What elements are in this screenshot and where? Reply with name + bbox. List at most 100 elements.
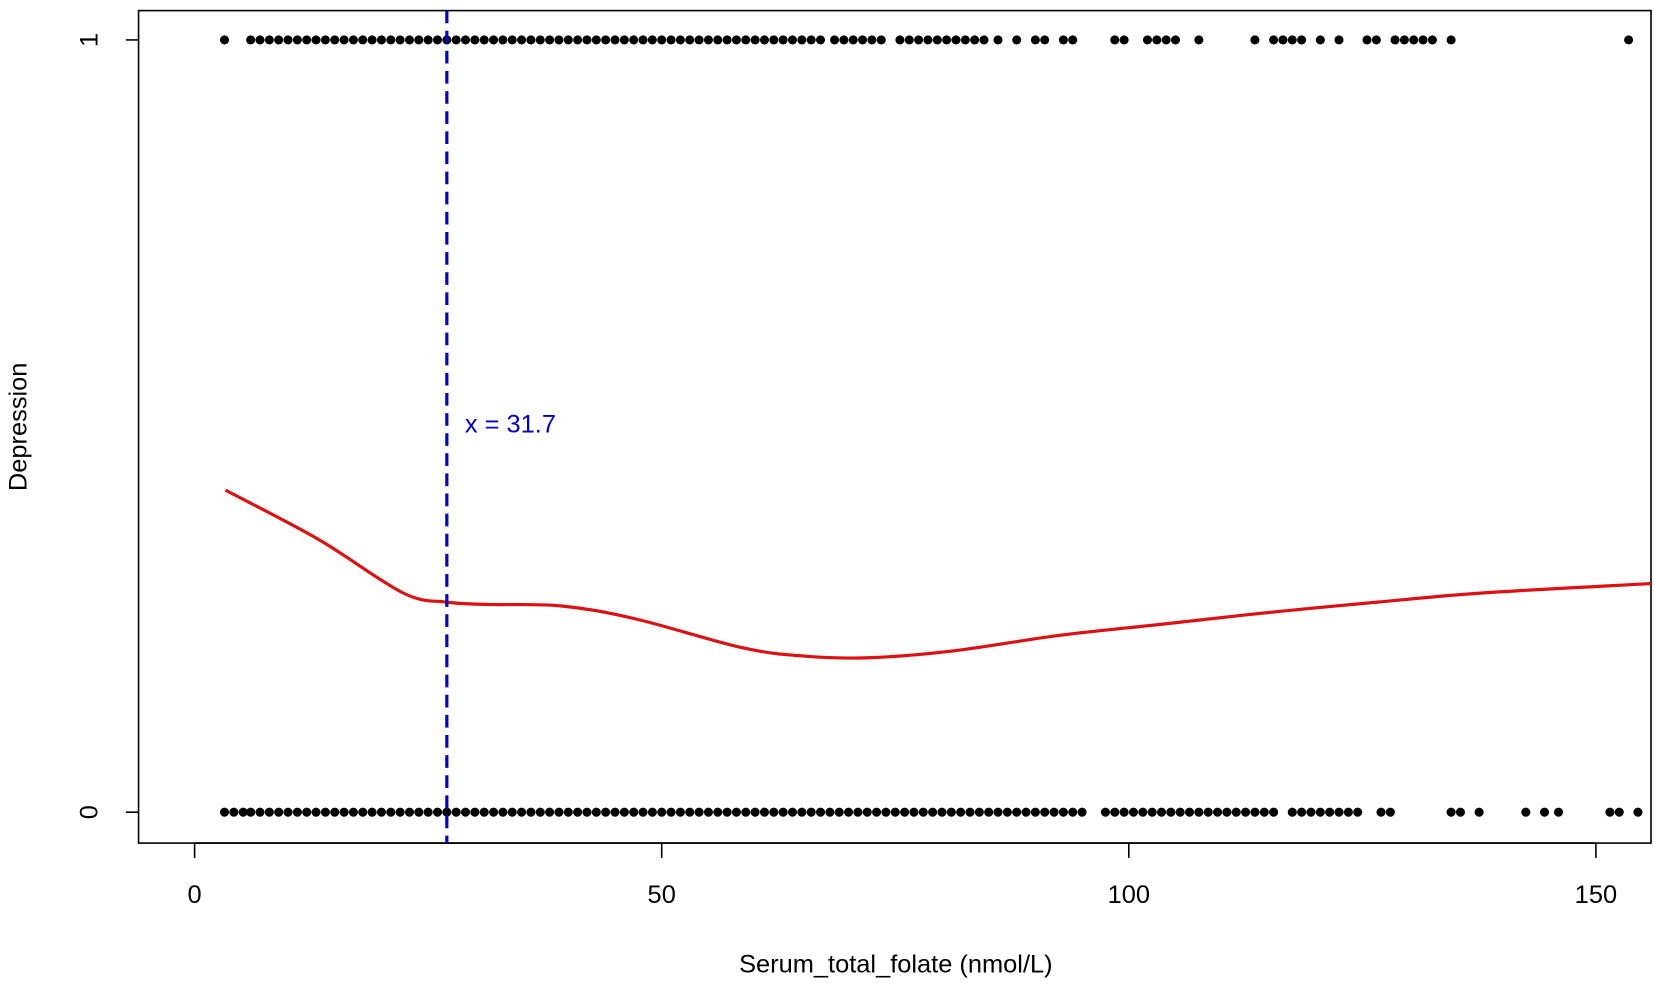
point bbox=[890, 807, 900, 817]
point bbox=[1633, 807, 1643, 817]
point bbox=[238, 807, 248, 817]
point bbox=[904, 35, 914, 45]
x-axis-label: Serum_total_folate (nmol/L) bbox=[739, 951, 1053, 979]
point bbox=[848, 35, 858, 45]
point bbox=[507, 807, 517, 817]
point bbox=[675, 807, 685, 817]
point bbox=[722, 807, 732, 817]
point bbox=[330, 807, 340, 817]
point bbox=[993, 807, 1003, 817]
point bbox=[1175, 807, 1185, 817]
point bbox=[255, 807, 265, 817]
point bbox=[554, 807, 564, 817]
point bbox=[1166, 807, 1176, 817]
point bbox=[956, 807, 966, 817]
point bbox=[1521, 807, 1531, 817]
point bbox=[741, 807, 751, 817]
smooth-curve bbox=[224, 488, 1652, 660]
point bbox=[685, 35, 695, 45]
point bbox=[292, 35, 302, 45]
point bbox=[778, 807, 788, 817]
point bbox=[1161, 35, 1171, 45]
point bbox=[1058, 807, 1068, 817]
point bbox=[1418, 35, 1428, 45]
point bbox=[376, 35, 387, 45]
point bbox=[311, 807, 321, 817]
point bbox=[1409, 35, 1419, 45]
point bbox=[1231, 807, 1241, 817]
point bbox=[330, 35, 340, 45]
point bbox=[1371, 35, 1381, 45]
point bbox=[479, 807, 489, 817]
point bbox=[283, 35, 293, 45]
point bbox=[1297, 35, 1307, 45]
point bbox=[619, 35, 629, 45]
point bbox=[1152, 35, 1162, 45]
point bbox=[535, 807, 545, 817]
point bbox=[741, 35, 751, 45]
point bbox=[507, 35, 517, 45]
point bbox=[255, 35, 265, 45]
point bbox=[320, 807, 330, 817]
point bbox=[488, 807, 499, 817]
point bbox=[311, 35, 321, 45]
y-tick-label: 1 bbox=[76, 33, 104, 47]
point bbox=[1539, 807, 1550, 817]
point bbox=[414, 35, 424, 45]
point bbox=[1376, 807, 1386, 817]
point bbox=[517, 35, 527, 45]
point bbox=[787, 35, 798, 45]
point bbox=[376, 807, 387, 817]
point bbox=[1156, 807, 1167, 817]
point bbox=[573, 35, 583, 45]
point bbox=[1474, 807, 1484, 817]
point bbox=[1184, 807, 1195, 817]
point bbox=[951, 35, 961, 45]
point bbox=[601, 35, 611, 45]
point bbox=[526, 807, 536, 817]
point bbox=[386, 807, 396, 817]
x-tick-label: 150 bbox=[1575, 881, 1617, 909]
point bbox=[731, 35, 741, 45]
point bbox=[946, 807, 956, 817]
point bbox=[292, 807, 302, 817]
point bbox=[395, 807, 405, 817]
point bbox=[881, 807, 891, 817]
point bbox=[1343, 807, 1353, 817]
point bbox=[1119, 807, 1129, 817]
point bbox=[1212, 807, 1223, 817]
point bbox=[843, 807, 854, 817]
point bbox=[965, 807, 975, 817]
point bbox=[666, 35, 676, 45]
point bbox=[825, 807, 835, 817]
point bbox=[386, 35, 396, 45]
point bbox=[610, 807, 620, 817]
point bbox=[1250, 807, 1260, 817]
point bbox=[1614, 807, 1624, 817]
point bbox=[932, 35, 942, 45]
point bbox=[460, 807, 471, 817]
point bbox=[404, 35, 415, 45]
point bbox=[1325, 807, 1335, 817]
point bbox=[657, 35, 667, 45]
point bbox=[1334, 807, 1344, 817]
point bbox=[1100, 807, 1110, 817]
point bbox=[960, 35, 970, 45]
point bbox=[358, 807, 368, 817]
point bbox=[582, 35, 592, 45]
point bbox=[320, 35, 330, 45]
point bbox=[1138, 807, 1148, 817]
point bbox=[451, 807, 461, 817]
point bbox=[470, 35, 480, 45]
point bbox=[937, 807, 947, 817]
point bbox=[591, 35, 601, 45]
point bbox=[647, 35, 657, 45]
point bbox=[1012, 35, 1022, 45]
point bbox=[358, 35, 368, 45]
point bbox=[367, 807, 377, 817]
point bbox=[573, 807, 583, 817]
point bbox=[1624, 35, 1634, 45]
point bbox=[423, 807, 433, 817]
